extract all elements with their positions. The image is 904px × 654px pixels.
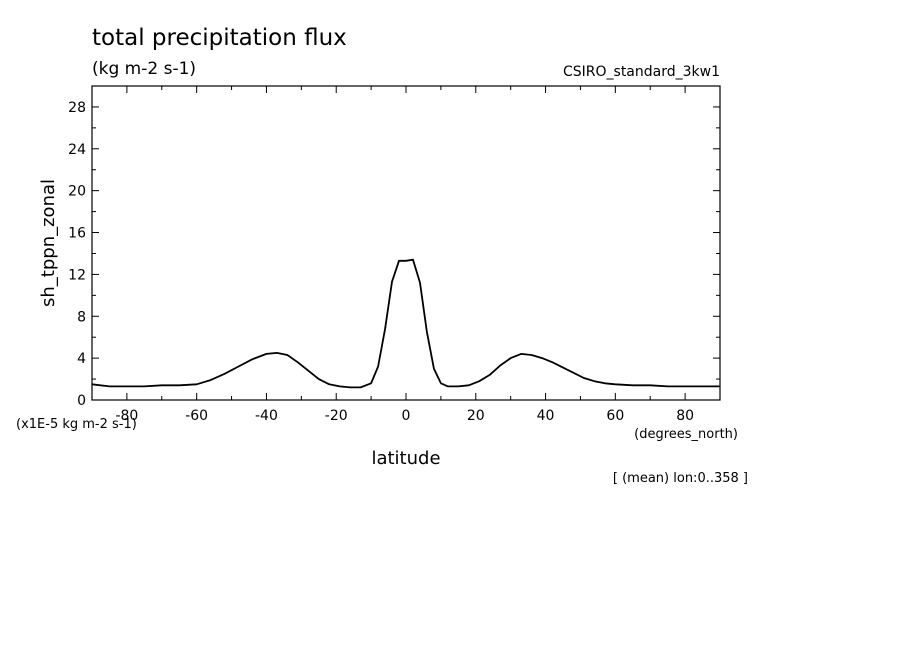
- footnote: [ (mean) lon:0..358 ]: [613, 471, 748, 486]
- chart-title: total precipitation flux: [92, 25, 347, 51]
- x-tick-label: 80: [676, 408, 694, 424]
- x-tick-label: 40: [537, 408, 555, 424]
- x-tick-label: -20: [325, 408, 348, 424]
- y-tick-label: 28: [68, 100, 86, 116]
- y-axis: 0 4 8 12 16 20 24 28: [68, 85, 720, 409]
- y-tick-label: 8: [77, 309, 86, 325]
- x-tick-label: -40: [255, 408, 278, 424]
- x-tick-label: 60: [606, 408, 624, 424]
- y-tick-label: 24: [68, 142, 86, 158]
- y-tick-label: 0: [77, 393, 86, 409]
- y-tick-label: 12: [68, 267, 86, 283]
- x-units-label: (degrees_north): [634, 427, 738, 442]
- y-scale-note: (x1E-5 kg m-2 s-1): [16, 417, 137, 432]
- model-label: CSIRO_standard_3kw1: [563, 64, 720, 80]
- y-axis-label: sh_tppn_zonal: [38, 179, 59, 307]
- y-tick-label: 16: [68, 226, 86, 242]
- y-tick-label: 4: [77, 351, 86, 367]
- plot-frame: [91, 85, 721, 401]
- x-tick-label: -60: [185, 408, 208, 424]
- x-axis-label: latitude: [371, 448, 440, 469]
- y-tick-label: 20: [68, 184, 86, 200]
- series-line: [91, 258, 720, 389]
- x-tick-label: 20: [467, 408, 485, 424]
- chart-units: (kg m-2 s-1): [92, 59, 196, 79]
- x-tick-label: -80: [115, 408, 138, 424]
- x-tick-label: 0: [402, 408, 411, 424]
- x-axis: -80 -60 -40 -20 0 20 40 60 80: [91, 86, 721, 424]
